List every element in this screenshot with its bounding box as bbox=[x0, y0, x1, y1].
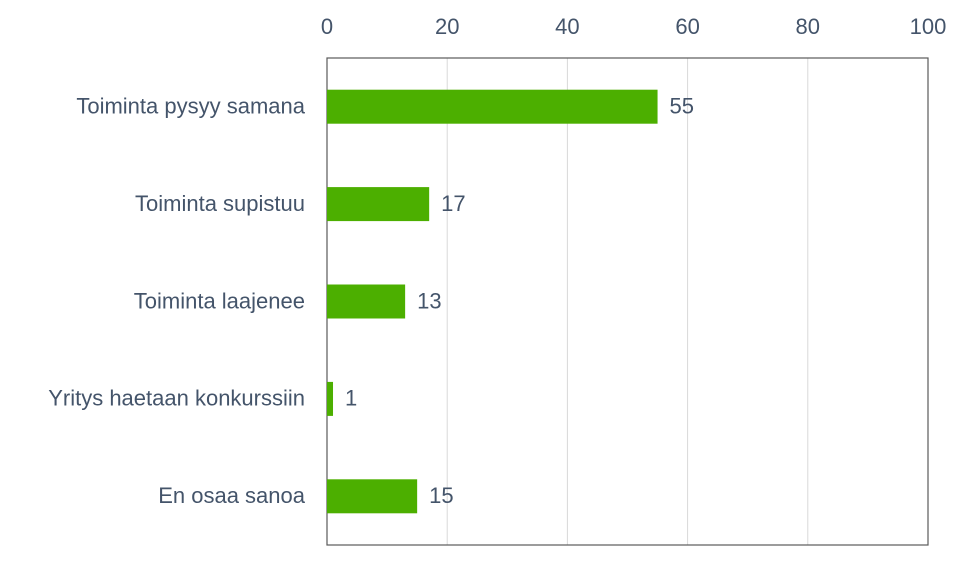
bar bbox=[327, 187, 430, 222]
bar bbox=[327, 89, 658, 124]
y-tick-label: Toiminta pysyy samana bbox=[76, 94, 305, 119]
x-tick-label: 20 bbox=[435, 14, 459, 39]
x-tick-label: 80 bbox=[796, 14, 820, 39]
value-label: 17 bbox=[441, 191, 465, 216]
x-tick-label: 40 bbox=[555, 14, 579, 39]
x-tick-label: 60 bbox=[675, 14, 699, 39]
bar bbox=[327, 381, 334, 416]
y-tick-label: Toiminta laajenee bbox=[134, 288, 305, 313]
bar bbox=[327, 479, 418, 514]
x-tick-label: 0 bbox=[321, 14, 333, 39]
bar bbox=[327, 284, 406, 319]
value-label: 13 bbox=[417, 288, 441, 313]
y-tick-label: Yritys haetaan konkurssiin bbox=[48, 386, 305, 411]
y-tick-label: Toiminta supistuu bbox=[135, 191, 305, 216]
value-label: 55 bbox=[670, 94, 694, 119]
value-label: 1 bbox=[345, 386, 357, 411]
value-label: 15 bbox=[429, 483, 453, 508]
x-tick-label: 100 bbox=[910, 14, 947, 39]
y-tick-label: En osaa sanoa bbox=[158, 483, 306, 508]
